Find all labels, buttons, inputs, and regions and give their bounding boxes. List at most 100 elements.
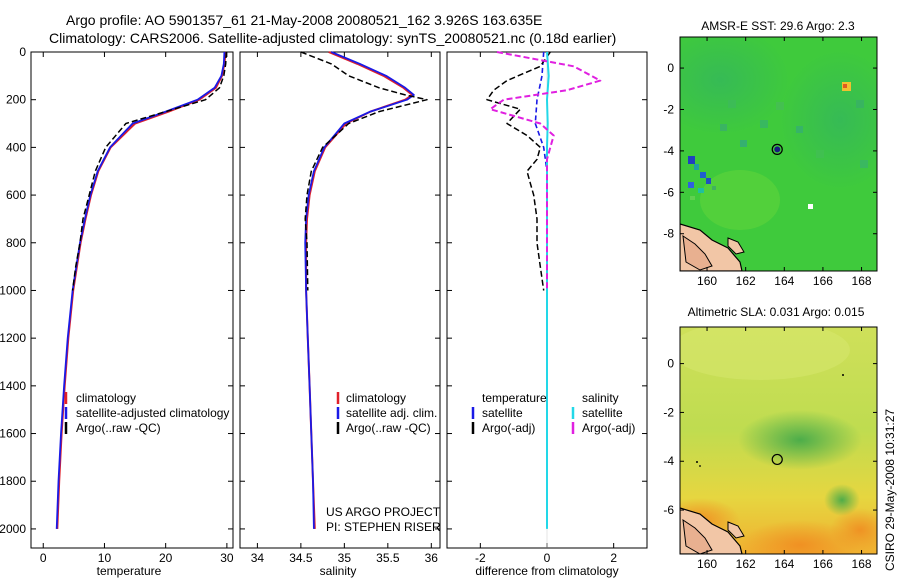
salinity-xlabel: salinity	[320, 564, 357, 578]
x-tick-label: 34.5	[289, 551, 313, 565]
temperature-axes	[30, 51, 234, 549]
float-position-dot	[774, 146, 781, 153]
x-tick-label: 166	[813, 274, 833, 288]
sst-warm-patch	[700, 170, 780, 230]
y-tick-label: 0	[667, 357, 674, 371]
x-tick-label: 35.5	[376, 551, 400, 565]
sst-pixels	[688, 82, 868, 209]
x-tick-label: 0	[544, 551, 551, 565]
sst-field	[680, 37, 877, 271]
series-line-satellite-adjusted-climatology	[55, 51, 226, 529]
x-tick-label: 164	[774, 274, 794, 288]
x-tick-label: 166	[813, 557, 833, 571]
y-tick-label: 1800	[0, 474, 26, 488]
y-tick-label: 1600	[0, 427, 26, 441]
salinity-axes	[239, 51, 441, 549]
sla-pale-patch	[680, 327, 850, 380]
land-island	[682, 518, 713, 554]
sla-high-anomaly	[740, 520, 860, 554]
sst-pixel	[808, 204, 813, 209]
x-tick-label: 2	[610, 551, 617, 565]
y-tick-label: -6	[663, 185, 674, 199]
series-line-argo-raw-qc-	[71, 51, 228, 291]
y-tick-label: 1400	[0, 379, 26, 393]
legend-label-argo: Argo(..raw -QC)	[346, 421, 431, 435]
x-tick-label: 162	[736, 557, 756, 571]
legend-label-t-satellite: satellite	[482, 406, 523, 420]
sla-low-anomaly	[738, 410, 862, 470]
pi-annotation: PI: STEPHEN RISER	[326, 520, 441, 534]
sst-pixel	[856, 100, 864, 108]
difference-legend-salinity: salinity satellite Argo(-adj)	[571, 391, 635, 435]
legend-label-s-argo: Argo(-adj)	[582, 421, 635, 435]
difference-legend-temperature: temperature satellite Argo(-adj)	[471, 391, 547, 435]
y-tick-label: 0	[667, 61, 674, 75]
y-tick-label: 400	[6, 140, 26, 154]
legend-label-s-satellite: satellite	[582, 406, 623, 420]
temperature-series	[55, 51, 228, 529]
sst-map-title: AMSR-E SST: 29.6 Argo: 2.3	[701, 19, 855, 33]
header-line-2: Climatology: CARS2006. Satellite-adjuste…	[49, 30, 616, 46]
sla-low-anomaly	[824, 484, 860, 516]
y-tick-label: 2000	[0, 522, 26, 536]
y-tick-label: -4	[663, 144, 674, 158]
y-tick-label: 1000	[0, 283, 26, 297]
y-tick-label: -6	[663, 503, 674, 517]
land-island	[727, 237, 745, 255]
y-tick-label: 200	[6, 93, 26, 107]
y-tick-label: -8	[663, 227, 674, 241]
sst-x-ticks: 160 162 164 166 168	[697, 37, 872, 288]
sst-pixel	[740, 140, 747, 147]
x-tick-label: 35	[338, 551, 352, 565]
salinity-x-ticks: 34 34.5 35 35.5 36	[251, 52, 438, 565]
sst-pixel	[712, 186, 716, 190]
series-line-salinity-satellite	[546, 51, 550, 529]
islet	[699, 465, 701, 467]
sst-pixel	[700, 172, 706, 178]
legend-title-temperature: temperature	[482, 391, 547, 405]
sla-float-marker	[771, 453, 783, 466]
sst-pixel	[688, 182, 694, 188]
sst-pixel	[690, 196, 695, 200]
series-line-argo-raw-qc-	[300, 51, 428, 291]
sst-pixel	[698, 188, 704, 193]
sst-pixel	[843, 84, 847, 88]
sst-coastline	[680, 223, 745, 271]
project-annotation: US ARGO PROJECT	[326, 505, 441, 519]
difference-y-tickmarks	[447, 51, 647, 530]
float-position-ring	[771, 143, 783, 155]
sst-y-ticks: 0 -2 -4 -6 -8	[663, 61, 877, 241]
salinity-y-tickmarks	[240, 51, 440, 530]
islet	[842, 374, 844, 376]
y-tick-label: 800	[6, 236, 26, 250]
x-tick-label: 160	[697, 557, 717, 571]
difference-series	[486, 51, 602, 548]
x-tick-label: 34	[251, 551, 265, 565]
sla-map-frame	[679, 326, 878, 555]
series-line-temperature-argo-adj-	[486, 51, 551, 291]
float-position-ring	[771, 453, 783, 466]
y-tick-label: -2	[663, 102, 674, 116]
sla-map: Altimetric SLA: 0.031 Argo: 0.015 160 162…	[663, 305, 897, 571]
x-tick-label: 162	[736, 274, 756, 288]
y-tick-label: -4	[663, 454, 674, 468]
sst-pixel	[776, 102, 784, 110]
land-island	[682, 234, 713, 271]
legend-label-climatology: climatology	[346, 391, 406, 405]
sst-map-frame	[679, 36, 878, 272]
x-tick-label: 164	[774, 557, 794, 571]
x-tick-label: 20	[159, 551, 173, 565]
legend-label-argo: Argo(..raw -QC)	[76, 421, 161, 435]
series-line-satellite-adj-clim-	[304, 51, 415, 529]
sst-map: AMSR-E SST: 29.6 Argo: 2.3 160 162 164 166 1…	[663, 19, 878, 288]
sla-x-ticks: 160 162 164 166 168	[697, 327, 872, 571]
sst-pixel	[688, 156, 695, 164]
sst-cool-patch	[780, 50, 877, 190]
csiro-timestamp: CSIRO 29-May-2008 10:31:27	[883, 409, 897, 571]
temperature-legend: climatology satellite-adjusted climatolo…	[64, 391, 229, 435]
sst-pixel	[796, 126, 803, 133]
salinity-panel: 34 34.5 35 35.5 36 salinity climatology sate…	[239, 51, 441, 578]
sst-cool-patch	[680, 37, 790, 135]
x-tick-label: 10	[98, 551, 112, 565]
